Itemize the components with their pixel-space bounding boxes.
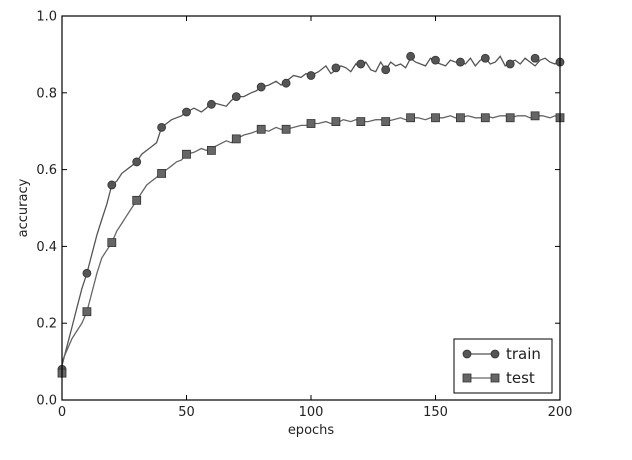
- data-point-train: [356, 59, 366, 69]
- data-point-train: [182, 107, 191, 117]
- y-tick-label: 0.6: [36, 163, 57, 178]
- data-point-train: [505, 59, 515, 69]
- y-tick-label: 0.4: [36, 240, 57, 255]
- data-point-test: [381, 117, 391, 126]
- data-point-train: [381, 65, 391, 75]
- data-point-train: [107, 180, 117, 190]
- plot-content: [57, 51, 565, 378]
- data-point-test: [356, 117, 366, 126]
- x-tick-label: 100: [299, 405, 324, 420]
- legend-label-train: train: [506, 345, 541, 363]
- x-tick-label: 200: [548, 405, 573, 420]
- data-point-test: [182, 149, 191, 159]
- data-point-test: [530, 111, 540, 121]
- data-point-train: [530, 53, 540, 63]
- y-tick-label: 0.0: [36, 394, 57, 409]
- x-tick-label: 0: [58, 405, 66, 420]
- data-point-test: [480, 113, 490, 123]
- data-point-test: [455, 113, 465, 123]
- legend-item-train: train: [462, 345, 541, 363]
- legend: train test: [453, 338, 553, 394]
- y-tick-label: 0.8: [36, 86, 57, 101]
- y-tick-label: 0.2: [36, 317, 57, 332]
- data-point-test: [331, 117, 341, 126]
- data-point-test: [206, 145, 216, 155]
- data-point-train: [455, 57, 465, 67]
- data-point-test: [107, 238, 117, 247]
- legend-label-test: test: [506, 369, 535, 387]
- data-point-train: [431, 55, 440, 65]
- x-tick-label: 50: [178, 405, 195, 420]
- legend-item-test: test: [462, 369, 535, 387]
- legend-marker: [490, 349, 500, 359]
- x-tick-label: 150: [423, 405, 448, 420]
- x-axis-label: epochs: [288, 423, 335, 438]
- data-point-train: [157, 122, 167, 132]
- y-axis-label: accuracy: [16, 178, 31, 237]
- legend-marker: [462, 349, 472, 359]
- y-tick-label: 1.0: [36, 10, 57, 25]
- data-point-test: [82, 307, 92, 317]
- data-point-train: [132, 157, 142, 167]
- data-point-train: [82, 268, 92, 278]
- series-line-test: [61, 115, 561, 362]
- data-point-train: [281, 78, 291, 88]
- data-point-train: [306, 71, 316, 80]
- data-point-test: [406, 113, 416, 123]
- legend-box: [453, 338, 553, 394]
- series-train: [57, 51, 565, 374]
- data-point-test: [431, 113, 440, 123]
- data-point-train: [206, 99, 216, 109]
- legend-marker: [462, 373, 472, 383]
- data-point-train: [480, 53, 490, 63]
- series-test: [57, 111, 565, 378]
- data-point-test: [256, 124, 266, 134]
- data-point-test: [157, 169, 167, 178]
- data-point-test: [306, 119, 316, 128]
- series-line-train: [61, 55, 561, 366]
- data-point-test: [281, 124, 291, 134]
- data-point-train: [256, 82, 266, 92]
- axis-ticks: 0 50 100 150 200 0.0 0.2 0.4 0.6 0.8 1.0: [36, 10, 572, 421]
- data-point-train: [231, 92, 241, 102]
- data-point-test: [132, 195, 142, 205]
- data-point-test: [505, 113, 515, 123]
- data-point-test: [231, 134, 241, 144]
- data-point-train: [406, 51, 416, 61]
- data-point-train: [331, 63, 341, 73]
- legend-marker: [490, 373, 500, 383]
